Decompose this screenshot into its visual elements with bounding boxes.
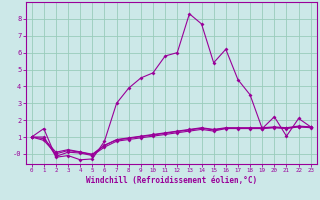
X-axis label: Windchill (Refroidissement éolien,°C): Windchill (Refroidissement éolien,°C) [86,176,257,185]
